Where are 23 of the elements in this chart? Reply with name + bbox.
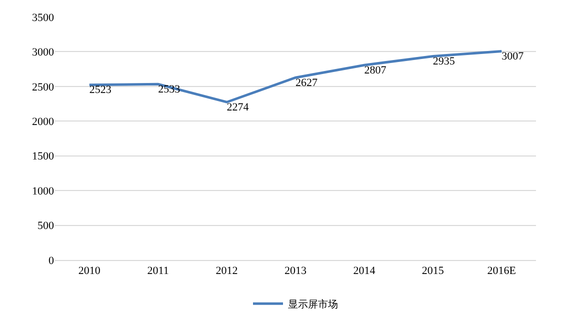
y-tick-label: 500 — [38, 220, 54, 232]
y-tick-label: 1500 — [32, 150, 54, 163]
data-label: 2807 — [364, 64, 387, 76]
y-tick-label: 2500 — [32, 81, 54, 94]
line-series — [88, 50, 503, 104]
x-tick-label: 2011 — [147, 265, 169, 278]
y-tick-label: 1000 — [32, 185, 54, 198]
data-label: 2274 — [226, 101, 250, 114]
data-label: 2627 — [296, 76, 318, 89]
data-label: 2935 — [432, 55, 456, 68]
y-tick-label: 2000 — [32, 116, 54, 128]
legend-label: 显示屏市场 — [288, 298, 338, 311]
x-tick-label: 2014 — [353, 265, 376, 278]
data-label: 3007 — [502, 50, 524, 62]
x-tick-label: 2015 — [422, 265, 444, 278]
x-tick-label: 2012 — [216, 265, 238, 278]
x-tick-label: 2016E — [487, 265, 516, 278]
y-tick-label: 0 — [48, 254, 54, 267]
x-tick-label: 2010 — [78, 265, 101, 278]
y-tick-label: 3000 — [32, 46, 54, 59]
data-label: 2523 — [89, 84, 112, 96]
y-tick-label: 3500 — [32, 12, 54, 24]
x-tick-label: 2013 — [284, 265, 307, 278]
